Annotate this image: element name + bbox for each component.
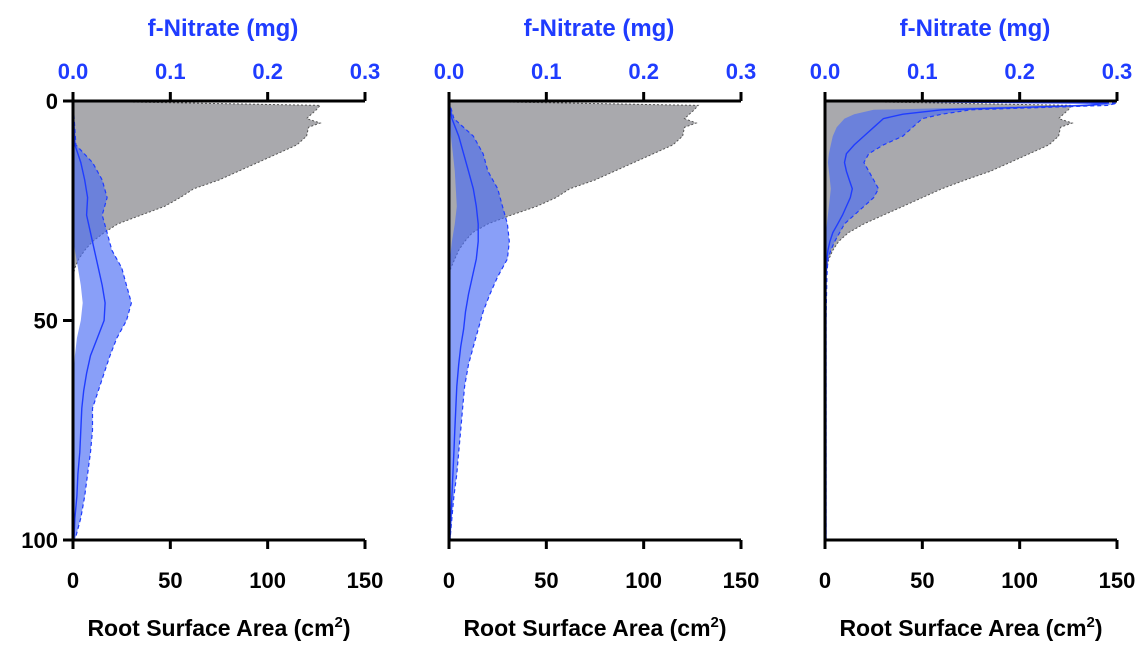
y-tick-label: 100	[21, 528, 58, 553]
top-axis-title: f-Nitrate (mg)	[524, 15, 675, 42]
bottom-tick-label: 0	[819, 568, 831, 593]
top-tick-label: 0.1	[531, 59, 562, 84]
nitrate-band	[449, 101, 510, 540]
nitrate-mean-line	[448, 100, 479, 541]
top-tick-label: 0.2	[628, 59, 659, 84]
top-tick-label: 0.3	[1102, 59, 1133, 84]
top-tick-label: 0.0	[810, 59, 841, 84]
top-tick-label: 0.2	[1004, 59, 1035, 84]
bottom-axis-title: Root Surface Area (cm2)	[463, 614, 726, 641]
bottom-tick-label: 100	[1001, 568, 1038, 593]
top-tick-label: 0.3	[726, 59, 757, 84]
panel-3: 0.0 0.1 0.2 0.3 f-Nitrate (mg) 0 50 100 150 Root …	[810, 15, 1136, 641]
top-tick-label: 0.1	[907, 59, 938, 84]
panel-1: 0.0 0.1 0.2 0.3 f-Nitrate (mg) 0 50 100 150 Root …	[21, 15, 383, 641]
root-area-series	[448, 100, 700, 277]
root-area-series	[824, 100, 1074, 277]
nitrate-mean-line	[72, 100, 106, 541]
y-tick-label: 0	[46, 89, 58, 114]
top-tick-label: 0.2	[252, 59, 283, 84]
top-tick-label: 0.0	[434, 59, 465, 84]
top-tick-label: 0.0	[58, 59, 89, 84]
nitrate-upper-line	[824, 100, 1118, 540]
top-tick-label: 0.3	[350, 59, 381, 84]
nitrate-upper-line	[448, 100, 510, 541]
nitrate-mean-line	[824, 100, 1108, 540]
bottom-tick-label: 0	[67, 568, 79, 593]
bottom-tick-label: 150	[723, 568, 760, 593]
bottom-axis-title: Root Surface Area (cm2)	[87, 614, 350, 641]
top-tick-label: 0.1	[155, 59, 186, 84]
nitrate-band	[73, 101, 132, 540]
bottom-tick-label: 0	[443, 568, 455, 593]
y-tick-label: 50	[34, 309, 58, 334]
bottom-tick-label: 150	[347, 568, 384, 593]
bottom-tick-label: 50	[158, 568, 182, 593]
bottom-tick-label: 50	[910, 568, 934, 593]
bottom-tick-label: 150	[1099, 568, 1136, 593]
root-area-series	[72, 100, 322, 277]
bottom-tick-label: 50	[534, 568, 558, 593]
panel-2: 0.0 0.1 0.2 0.3 f-Nitrate (mg) 0 50 100 150 Root …	[434, 15, 760, 641]
bottom-axis-title: Root Surface Area (cm2)	[839, 614, 1102, 641]
top-axis-title: f-Nitrate (mg)	[148, 15, 299, 42]
bottom-tick-label: 100	[249, 568, 286, 593]
top-axis-title: f-Nitrate (mg)	[900, 15, 1051, 42]
nitrate-upper-line	[72, 100, 133, 541]
bottom-tick-label: 100	[625, 568, 662, 593]
